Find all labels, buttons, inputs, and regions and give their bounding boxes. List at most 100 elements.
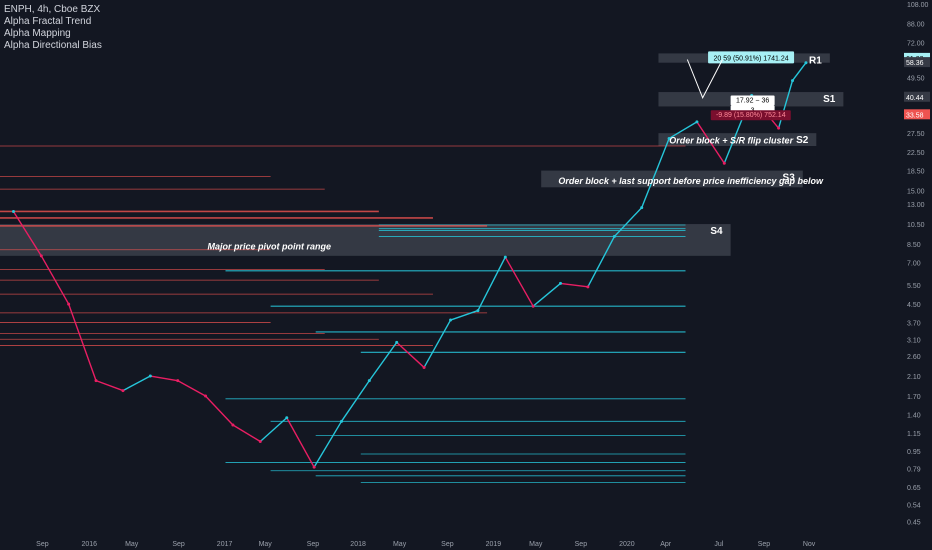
- zone-annotation: Order block + last support before price …: [558, 176, 824, 186]
- indicator-alpha-directional-bias[interactable]: Alpha Directional Bias: [4, 40, 102, 51]
- y-tick-label: 0.54: [907, 502, 921, 509]
- price-segment: [450, 309, 479, 321]
- price-segment: [40, 255, 70, 305]
- zone-annotation: Major price pivot point range: [207, 241, 331, 251]
- price-point: [176, 379, 180, 383]
- price-segment: [12, 211, 42, 257]
- price-tag: 40.44: [906, 95, 924, 102]
- y-tick-label: 49.50: [907, 76, 925, 83]
- y-tick-label: 10.50: [907, 222, 925, 229]
- price-point: [231, 423, 235, 427]
- x-tick-label: 2018: [350, 541, 366, 548]
- y-tick-label: 1.15: [907, 431, 921, 438]
- price-segment: [177, 380, 206, 397]
- price-tag-box: [904, 57, 930, 68]
- price-segment: [696, 121, 725, 164]
- x-tick-label: 2017: [217, 541, 233, 548]
- projection-label: 17.92 − 36: [736, 97, 769, 104]
- y-tick-label: 3.10: [907, 337, 921, 344]
- x-axis[interactable]: Sep 2016 May Sep 2017 May Sep 2018 May Sep 2019 May…: [36, 541, 816, 548]
- zone-s2: [658, 133, 817, 147]
- y-tick-label: 8.50: [907, 242, 921, 249]
- price-point: [804, 61, 808, 65]
- zone-annotation: Order block + S/R flip cluster: [669, 135, 793, 145]
- price-tag: 58.36: [906, 60, 924, 67]
- x-tick-label: Sep: [758, 541, 771, 548]
- y-tick-label: 18.50: [907, 169, 925, 176]
- price-segment: [340, 380, 370, 422]
- y-tick-label: 0.45: [907, 519, 921, 526]
- price-point: [449, 318, 453, 322]
- x-tick-label: Nov: [803, 541, 816, 548]
- x-tick-label: Apr: [660, 541, 672, 548]
- x-tick-label: May: [393, 541, 407, 548]
- price-tag-box: [904, 109, 930, 120]
- price-point: [531, 304, 535, 308]
- y-tick-label: 4.50: [907, 302, 921, 309]
- price-point: [204, 394, 208, 398]
- y-tick-label: 13.00: [907, 202, 925, 209]
- price-tag-box: [904, 91, 930, 102]
- x-tick-label: Sep: [575, 541, 588, 548]
- price-point: [612, 235, 616, 239]
- price-segment: [205, 395, 234, 426]
- y-tick-label: 88.00: [907, 21, 925, 28]
- overlay-layer: Order block + S/R flip cluster Order bloc…: [207, 51, 824, 251]
- price-point: [586, 285, 590, 289]
- price-segment: [423, 319, 452, 368]
- price-point: [148, 374, 152, 378]
- zone-label-s4: S4: [710, 226, 723, 237]
- y-tick-label: 7.00: [907, 260, 921, 267]
- price-segment: [587, 236, 615, 288]
- projection-path: [686, 59, 723, 99]
- price-point: [258, 439, 262, 443]
- price-segment: [286, 417, 315, 468]
- price-point: [340, 419, 344, 423]
- price-point: [722, 161, 726, 165]
- x-tick-label: Jul: [714, 541, 723, 548]
- y-tick-label: 15.00: [907, 188, 925, 195]
- y-tick-label: 22.50: [907, 150, 925, 157]
- chart-legend: ENPH, 4h, Cboe BZX Alpha Fractal Trend A…: [4, 4, 102, 52]
- y-tick-label: 2.60: [907, 354, 921, 361]
- price-point: [11, 209, 15, 213]
- price-point: [94, 379, 98, 383]
- price-point: [395, 340, 399, 344]
- price-point: [121, 389, 125, 393]
- indicator-alpha-mapping[interactable]: Alpha Mapping: [4, 28, 71, 39]
- x-tick-label: May: [529, 541, 543, 548]
- x-tick-label: Sep: [172, 541, 185, 548]
- price-segment: [791, 62, 807, 81]
- zone-label-s2: S2: [796, 135, 809, 146]
- zone-s3: [541, 170, 803, 188]
- y-axis[interactable]: 108.0088.0072.0049.5040.0027.5022.5018.5…: [904, 2, 930, 526]
- price-segment: [532, 282, 561, 307]
- price-point: [67, 302, 71, 306]
- price-point: [777, 126, 781, 130]
- indicator-alpha-fractal-trend[interactable]: Alpha Fractal Trend: [4, 16, 92, 27]
- y-tick-label: 72.00: [907, 40, 925, 47]
- y-tick-label: 108.00: [907, 2, 929, 9]
- y-tick-label: 5.50: [907, 283, 921, 290]
- price-segment: [668, 121, 698, 140]
- zone-label-s3: S3: [783, 173, 796, 184]
- y-tick-label: 0.79: [907, 466, 921, 473]
- price-point: [367, 379, 371, 383]
- price-segment: [150, 375, 178, 382]
- price-point: [791, 79, 795, 83]
- price-segment: [613, 207, 643, 238]
- projection-label-box: [710, 110, 791, 121]
- price-point: [285, 416, 289, 420]
- zone-s4: [0, 224, 731, 256]
- projection-label-box: [730, 95, 775, 106]
- level-layer: [0, 145, 686, 483]
- x-tick-label: May: [259, 541, 273, 548]
- price-segment: [560, 282, 588, 288]
- price-tag: 33.58: [906, 112, 924, 119]
- price-point: [640, 206, 644, 210]
- x-tick-label: May: [125, 541, 139, 548]
- x-tick-label: Sep: [36, 541, 49, 548]
- symbol-title[interactable]: ENPH, 4h, Cboe BZX: [4, 4, 101, 15]
